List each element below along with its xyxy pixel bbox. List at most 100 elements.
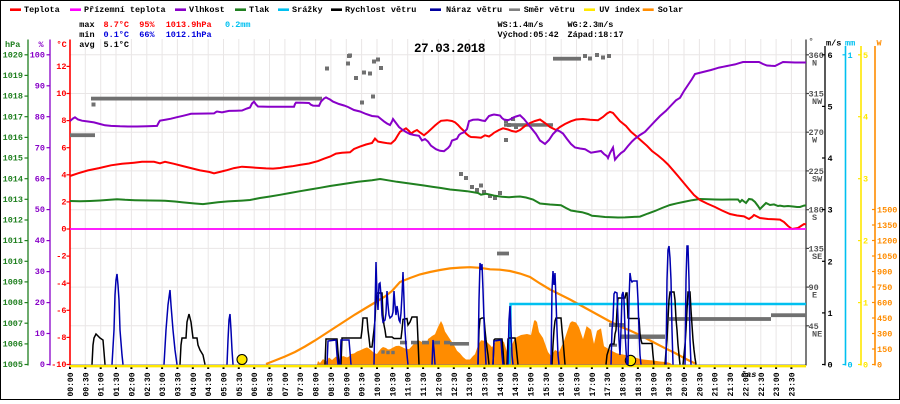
svg-text:00:00: 00:00 <box>67 372 76 396</box>
svg-text:-2: -2 <box>56 252 66 262</box>
svg-text:450: 450 <box>877 314 892 324</box>
svg-text:1008: 1008 <box>3 298 23 308</box>
svg-text:Směr větru: Směr větru <box>524 5 575 15</box>
svg-text:270: 270 <box>809 128 824 138</box>
svg-text:1011: 1011 <box>3 236 23 246</box>
svg-text:1050: 1050 <box>877 252 897 262</box>
svg-text:1014: 1014 <box>3 174 23 184</box>
svg-text:0.1°C: 0.1°C <box>104 30 130 40</box>
svg-text:13:30: 13:30 <box>481 372 490 396</box>
svg-text:02:00: 02:00 <box>128 372 137 396</box>
svg-text:13:00: 13:00 <box>466 372 475 396</box>
svg-text:08:00: 08:00 <box>313 372 322 396</box>
svg-text:90: 90 <box>809 283 819 293</box>
svg-text:1016: 1016 <box>3 133 23 143</box>
svg-text:315: 315 <box>809 90 824 100</box>
svg-text:1: 1 <box>848 51 853 61</box>
svg-text:1017: 1017 <box>3 112 23 122</box>
svg-text:mm: mm <box>845 39 855 49</box>
svg-text:12:00: 12:00 <box>435 372 444 396</box>
svg-text:16:00: 16:00 <box>558 372 567 396</box>
svg-text:100: 100 <box>30 50 45 60</box>
svg-text:1007: 1007 <box>3 319 23 329</box>
svg-text:11:00: 11:00 <box>405 372 414 396</box>
svg-text:1005: 1005 <box>3 360 23 370</box>
svg-text:06:30: 06:30 <box>267 372 276 396</box>
svg-text:750: 750 <box>877 283 892 293</box>
svg-text:WS:1.4m/s: WS:1.4m/s <box>498 20 544 30</box>
svg-text:04:30: 04:30 <box>205 372 214 396</box>
svg-text:avg: avg <box>79 40 94 50</box>
svg-text:Solar: Solar <box>658 5 684 15</box>
svg-text:1013.9hPa: 1013.9hPa <box>166 20 212 30</box>
svg-text:80: 80 <box>35 112 45 122</box>
svg-text:1010: 1010 <box>3 257 23 267</box>
svg-text:NW: NW <box>812 97 823 107</box>
svg-text:1013: 1013 <box>3 195 23 205</box>
svg-text:čas: čas <box>741 370 756 380</box>
svg-text:20:00: 20:00 <box>681 372 690 396</box>
svg-text:16:30: 16:30 <box>574 372 583 396</box>
svg-text:1350: 1350 <box>877 221 897 231</box>
svg-text:1020: 1020 <box>3 50 23 60</box>
svg-text:°: ° <box>809 37 814 47</box>
svg-text:10: 10 <box>56 89 66 99</box>
svg-text:180: 180 <box>809 206 824 216</box>
svg-text:66%: 66% <box>139 30 155 40</box>
svg-text:21:30: 21:30 <box>727 372 736 396</box>
svg-text:Teplota: Teplota <box>24 5 60 15</box>
svg-text:900: 900 <box>877 268 892 278</box>
svg-text:1500: 1500 <box>877 206 897 216</box>
svg-text:5: 5 <box>863 51 868 61</box>
svg-text:05:00: 05:00 <box>221 372 230 396</box>
svg-text:0: 0 <box>848 361 853 371</box>
svg-text:20:30: 20:30 <box>696 372 705 396</box>
svg-text:0: 0 <box>877 361 882 371</box>
svg-text:45: 45 <box>809 322 819 332</box>
svg-text:60: 60 <box>35 174 45 184</box>
svg-text:2: 2 <box>828 257 833 267</box>
svg-text:600: 600 <box>877 299 892 309</box>
svg-text:23:30: 23:30 <box>788 372 797 396</box>
svg-text:225: 225 <box>809 167 824 177</box>
svg-text:-10: -10 <box>51 360 66 370</box>
svg-text:WG:2.3m/s: WG:2.3m/s <box>568 20 614 30</box>
svg-text:5.1°C: 5.1°C <box>104 40 130 50</box>
svg-text:SE: SE <box>812 252 822 262</box>
svg-text:S: S <box>812 213 817 223</box>
svg-text:hPa: hPa <box>5 40 20 50</box>
svg-text:17:00: 17:00 <box>589 372 598 396</box>
svg-text:12:30: 12:30 <box>451 372 460 396</box>
svg-text:3: 3 <box>863 175 868 185</box>
svg-text:15:30: 15:30 <box>543 372 552 396</box>
svg-text:1: 1 <box>863 299 868 309</box>
svg-text:12: 12 <box>56 62 66 72</box>
svg-text:W: W <box>877 39 883 49</box>
svg-text:23:00: 23:00 <box>773 372 782 396</box>
svg-text:8.7°C: 8.7°C <box>104 20 130 30</box>
svg-text:Přízemní teplota: Přízemní teplota <box>84 5 166 15</box>
svg-text:m/s: m/s <box>826 39 841 49</box>
svg-text:11:30: 11:30 <box>420 372 429 396</box>
svg-text:0.2mm: 0.2mm <box>225 20 251 30</box>
svg-text:min: min <box>79 30 94 40</box>
svg-text:4: 4 <box>863 113 868 123</box>
svg-text:2: 2 <box>61 198 66 208</box>
svg-text:1200: 1200 <box>877 237 897 247</box>
svg-text:19:00: 19:00 <box>650 372 659 396</box>
svg-text:max: max <box>79 20 94 30</box>
svg-text:5: 5 <box>828 102 833 112</box>
svg-text:Náraz větru: Náraz větru <box>446 5 502 15</box>
svg-text:4: 4 <box>61 170 66 180</box>
svg-text:300: 300 <box>877 330 892 340</box>
svg-text:70: 70 <box>35 143 45 153</box>
svg-text:22:00: 22:00 <box>742 372 751 396</box>
svg-text:Srážky: Srážky <box>292 5 323 15</box>
svg-text:27.03.2018: 27.03.2018 <box>414 42 485 56</box>
svg-text:1012.1hPa: 1012.1hPa <box>166 30 212 40</box>
svg-text:1019: 1019 <box>3 71 23 81</box>
svg-text:18:30: 18:30 <box>635 372 644 396</box>
svg-text:W: W <box>812 136 818 146</box>
svg-text:15:00: 15:00 <box>528 372 537 396</box>
svg-text:0: 0 <box>40 360 45 370</box>
